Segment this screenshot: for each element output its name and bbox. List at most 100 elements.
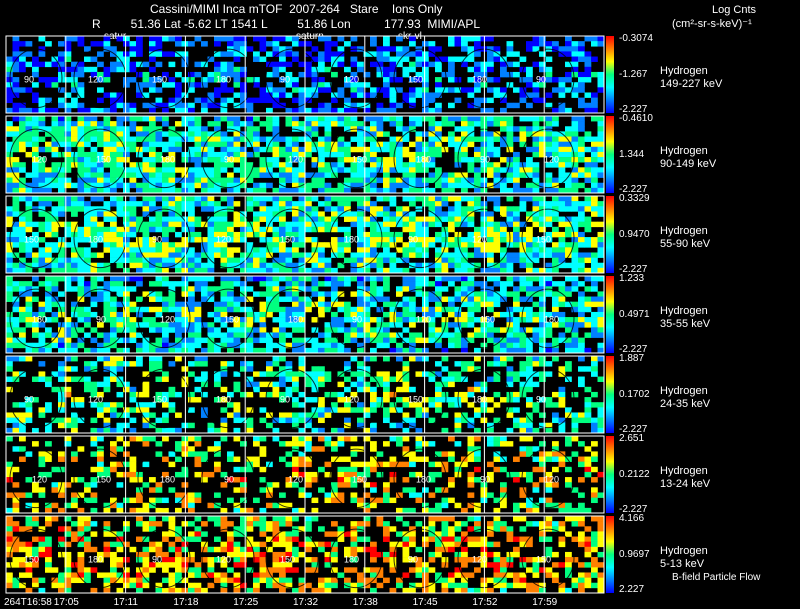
heatmap-cell (532, 221, 540, 228)
heatmap-cell (77, 237, 85, 243)
heatmap-cell (389, 77, 397, 83)
heatmap-cell (584, 301, 592, 308)
heatmap-cell (396, 77, 403, 83)
heatmap-cell (363, 337, 371, 344)
heatmap-cell (188, 247, 195, 253)
heatmap-cell (298, 177, 306, 184)
heatmap-cell (45, 407, 52, 413)
heatmap-cell (38, 167, 46, 173)
heatmap-cell (129, 436, 137, 442)
heatmap-cell (526, 412, 533, 418)
heatmap-cell (129, 182, 137, 189)
heatmap-cell (370, 391, 377, 398)
heatmap-cell (461, 281, 468, 287)
heatmap-cell (279, 146, 286, 153)
heatmap-cell (201, 337, 208, 344)
heatmap-cell (285, 157, 293, 163)
heatmap-cell (298, 252, 306, 258)
heatmap-cell (435, 146, 442, 153)
heatmap-cell (305, 131, 312, 137)
heatmap-cell (389, 167, 397, 173)
heatmap-cell (149, 141, 156, 148)
heatmap-cell (448, 182, 455, 189)
heatmap-cell (539, 397, 546, 403)
heatmap-cell (266, 167, 273, 173)
heatmap-cell (396, 102, 403, 109)
heatmap-cell (149, 87, 156, 93)
heatmap-cell (513, 221, 520, 228)
heatmap-cell (487, 141, 494, 148)
heatmap-cell (84, 216, 91, 222)
heatmap-cell (298, 306, 306, 313)
heatmap-cell (318, 177, 325, 184)
heatmap-cell (318, 61, 325, 68)
heatmap-cell (38, 281, 46, 287)
heatmap-cell (51, 257, 59, 264)
heatmap-cell (285, 332, 293, 338)
heatmap-cell (552, 46, 559, 52)
heatmap-cell (409, 66, 416, 73)
heatmap-cell (155, 177, 163, 184)
heatmap-cell (584, 306, 592, 313)
heatmap-cell (32, 141, 39, 148)
heatmap-cell (12, 126, 20, 132)
heatmap-cell (305, 126, 312, 132)
heatmap-cell (500, 177, 507, 184)
heatmap-cell (272, 386, 280, 393)
heatmap-cell (350, 337, 358, 344)
heatmap-cell (493, 391, 501, 398)
heatmap-cell (272, 361, 280, 367)
heatmap-cell (123, 327, 130, 333)
heatmap-cell (402, 247, 410, 253)
heatmap-cell (344, 187, 351, 194)
heatmap-cell (454, 36, 462, 42)
heatmap-cell (58, 201, 65, 207)
heatmap-cell (207, 167, 215, 173)
heatmap-cell (311, 162, 319, 168)
heatmap-cell (584, 412, 592, 418)
heatmap-cell (142, 136, 150, 142)
heatmap-cell (493, 281, 501, 287)
heatmap-cell (19, 231, 26, 238)
heatmap-cell (591, 36, 598, 42)
contour-line (521, 288, 575, 349)
heatmap-cell (272, 162, 280, 168)
heatmap-cell (194, 237, 202, 243)
heatmap-cell (370, 276, 377, 282)
heatmap-cell (175, 242, 182, 248)
contour-line (393, 368, 447, 429)
heatmap-cell (389, 56, 397, 62)
heatmap-cell (19, 141, 26, 148)
heatmap-cell (45, 141, 52, 148)
heatmap-cell (428, 376, 436, 382)
heatmap-cell (38, 196, 46, 202)
heatmap-cell (155, 291, 163, 297)
heatmap-cell (409, 182, 416, 189)
heatmap-cell (51, 371, 59, 377)
heatmap-cell (389, 146, 397, 153)
heatmap-cell (584, 296, 592, 302)
heatmap-cell (71, 417, 78, 424)
heatmap-cell (38, 451, 46, 457)
heatmap-cell (97, 131, 104, 137)
heatmap-cell (389, 87, 397, 93)
heatmap-cell (305, 381, 312, 388)
heatmap-cell (591, 136, 598, 142)
heatmap-cell (168, 216, 176, 222)
heatmap-cell (149, 237, 156, 243)
heatmap-cell (591, 252, 598, 258)
heatmap-cell (331, 322, 338, 328)
heatmap-cell (357, 237, 364, 243)
heatmap-cell (71, 226, 78, 233)
heatmap-cell (578, 201, 585, 207)
heatmap-cell (279, 306, 286, 313)
heatmap-cell (175, 121, 182, 127)
heatmap-cell (6, 162, 13, 168)
heatmap-cell (259, 157, 267, 163)
heatmap-cell (259, 187, 267, 194)
heatmap-cell (552, 116, 559, 122)
heatmap-cell (565, 276, 572, 282)
heatmap-cell (58, 301, 65, 308)
heatmap-cell (532, 286, 540, 292)
heatmap-cell (565, 322, 572, 328)
